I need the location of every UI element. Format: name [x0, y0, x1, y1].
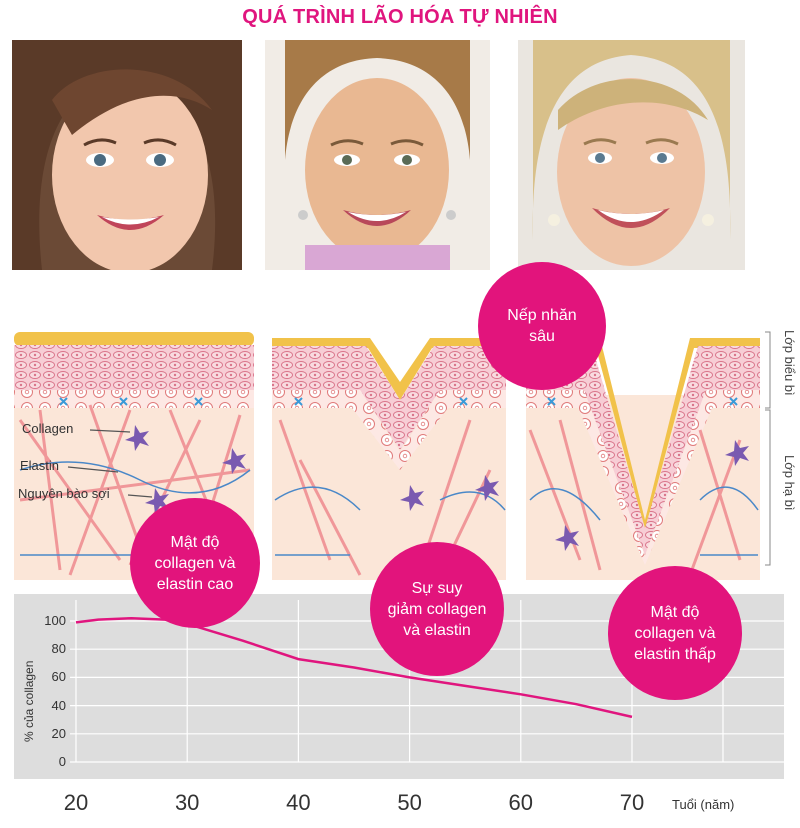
chart-x-tick-label: 70: [619, 790, 645, 815]
chart-y-tick-label: 40: [51, 697, 66, 713]
bubble-high-density: Mật độ collagen và elastin cao: [130, 498, 260, 628]
series-line: [75, 616, 633, 719]
photo-young-woman: [12, 40, 242, 270]
chart-x-tick-label: 40: [286, 790, 311, 815]
page-title: QUÁ TRÌNH LÃO HÓA TỰ NHIÊN: [242, 6, 558, 28]
photo-older-woman: [518, 40, 745, 270]
bubble-decline: Sự suy giảm collagen và elastin: [370, 542, 504, 676]
bubble-low-density: Mật độ collagen và elastin thấp: [608, 566, 742, 700]
skin-layers-diagram: [14, 331, 771, 580]
chart-y-tick-label: 20: [51, 725, 66, 741]
chart-x-tick-label: 60: [508, 790, 534, 815]
chart-y-tick-label: 0: [58, 754, 66, 769]
chart-x-tick-label: 50: [397, 790, 422, 815]
chart-x-tick-label: 30: [174, 790, 200, 815]
chart-y-axis-label: % của collagen: [22, 660, 36, 742]
photo-middle-aged-woman: [265, 40, 490, 270]
chart-y-tick-label: 100: [44, 613, 66, 628]
chart-y-tick-label: 80: [51, 641, 66, 657]
chart-x-axis-label: Tuổi (năm): [672, 797, 735, 812]
bubble-deep-wrinkle: Nếp nhăn sâu: [478, 262, 606, 390]
chart-y-tick-label: 60: [51, 669, 66, 685]
label-elastin: Elastin: [20, 458, 60, 473]
chart-x-tick-label: 20: [63, 790, 89, 815]
label-collagen: Collagen: [22, 421, 74, 436]
label-fibroblast: Nguyên bào sợi: [18, 486, 110, 501]
